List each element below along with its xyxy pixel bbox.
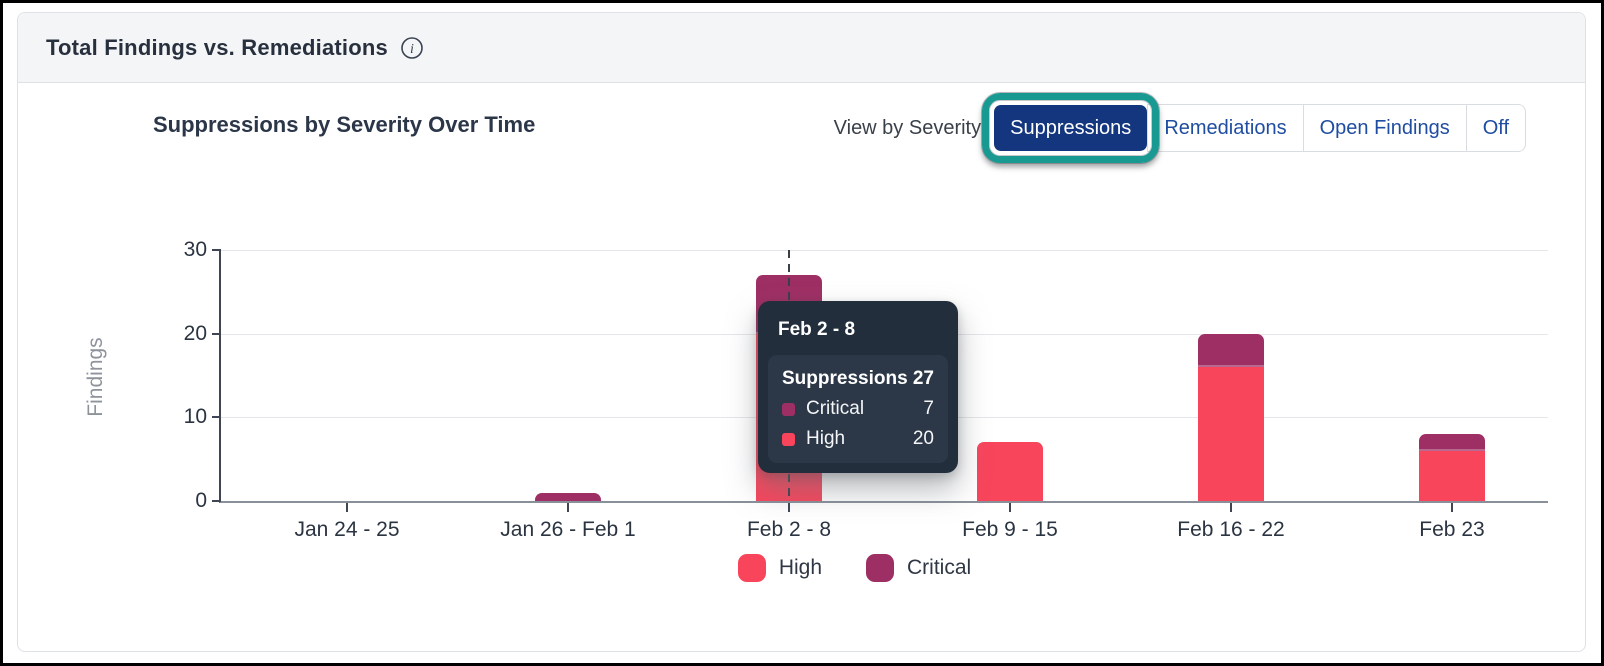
total-findings-card: Total Findings vs. Remediations i Suppre… <box>17 12 1586 652</box>
bar-jan-26-feb-1[interactable] <box>535 492 601 501</box>
gridline <box>221 250 1548 251</box>
tooltip-high-value: 20 <box>912 428 934 449</box>
tooltip-critical-row: Critical 7 <box>782 398 934 420</box>
suppressions-button-wrap: Suppressions <box>982 93 1160 163</box>
view-by-severity-controls: View by Severity Suppressions Remediatio… <box>833 93 1526 163</box>
y-tick-mark <box>212 249 221 251</box>
chart-title: Suppressions by Severity Over Time <box>153 112 536 137</box>
tooltip-total-value: 27 <box>912 368 934 389</box>
y-tick-mark <box>212 500 221 502</box>
svg-text:i: i <box>410 42 414 57</box>
y-axis-title: Findings <box>84 337 107 417</box>
y-tick-mark <box>212 332 221 335</box>
info-icon[interactable]: i <box>400 36 424 60</box>
tooltip-body: Suppressions 27 Critical 7 High 20 <box>768 355 948 463</box>
critical-swatch <box>782 402 795 416</box>
tooltip-high-label: High <box>806 428 846 449</box>
high-swatch <box>737 554 766 582</box>
y-tick-mark <box>212 416 221 419</box>
card-title: Total Findings vs. Remediations <box>46 34 388 60</box>
bar-segment-critical[interactable] <box>1419 434 1485 451</box>
x-tick-mark <box>1451 503 1453 512</box>
tooltip-critical-label: Critical <box>806 398 865 419</box>
off-button[interactable]: Off <box>1465 105 1525 151</box>
y-tick-label: 20 <box>183 321 207 345</box>
bar-segment-high[interactable] <box>1198 367 1264 501</box>
bar-feb-16-22[interactable] <box>1198 333 1264 501</box>
y-tick-label: 10 <box>183 405 207 429</box>
x-axis-label: Feb 16 - 22 <box>1177 518 1285 541</box>
open-findings-button[interactable]: Open Findings <box>1302 105 1466 151</box>
legend-label: High <box>778 556 823 579</box>
view-toggle-group: Remediations Open Findings Off <box>1147 104 1526 152</box>
x-axis-label: Jan 24 - 25 <box>294 518 400 541</box>
bar-feb-9-15[interactable] <box>977 442 1043 501</box>
x-tick-mark <box>346 503 348 512</box>
suppressions-button[interactable]: Suppressions <box>994 105 1148 151</box>
legend-label: Critical <box>907 556 972 579</box>
view-by-severity-label: View by Severity <box>833 116 982 139</box>
tooltip-date-range: Feb 2 - 8 <box>778 319 856 340</box>
critical-swatch <box>866 554 895 582</box>
bar-segment-critical[interactable] <box>1198 333 1264 368</box>
bar-segment-high[interactable] <box>977 442 1043 501</box>
high-swatch <box>782 432 795 446</box>
bar-segment-high[interactable] <box>1419 450 1485 501</box>
x-axis-label: Feb 2 - 8 <box>746 518 832 541</box>
x-tick-mark <box>1230 503 1232 512</box>
x-axis-label: Jan 26 - Feb 1 <box>500 518 636 541</box>
bar-segment-critical[interactable] <box>535 492 601 501</box>
tooltip-critical-value: 7 <box>923 398 934 419</box>
x-axis-label: Feb 9 - 15 <box>962 518 1058 541</box>
bar-feb-23[interactable] <box>1419 434 1485 501</box>
legend-item-high[interactable]: High <box>737 554 823 582</box>
y-tick-label: 0 <box>195 489 207 512</box>
tooltip-high-row: High 20 <box>782 428 934 450</box>
x-tick-mark <box>788 503 790 512</box>
chart-tooltip: Feb 2 - 8 Suppressions 27 Critical 7 Hig… <box>758 301 958 473</box>
legend-item-critical[interactable]: Critical <box>866 554 971 582</box>
tooltip-total-label: Suppressions <box>782 368 908 389</box>
x-tick-mark <box>567 503 569 512</box>
remediations-button[interactable]: Remediations <box>1148 105 1303 151</box>
tooltip-total-row: Suppressions 27 <box>782 368 934 390</box>
x-axis-label: Feb 23 <box>1419 518 1485 541</box>
x-tick-mark <box>1009 503 1011 512</box>
chart-legend: High Critical <box>191 554 1518 582</box>
card-header: Total Findings vs. Remediations i <box>18 13 1585 83</box>
y-tick-label: 30 <box>183 238 207 261</box>
